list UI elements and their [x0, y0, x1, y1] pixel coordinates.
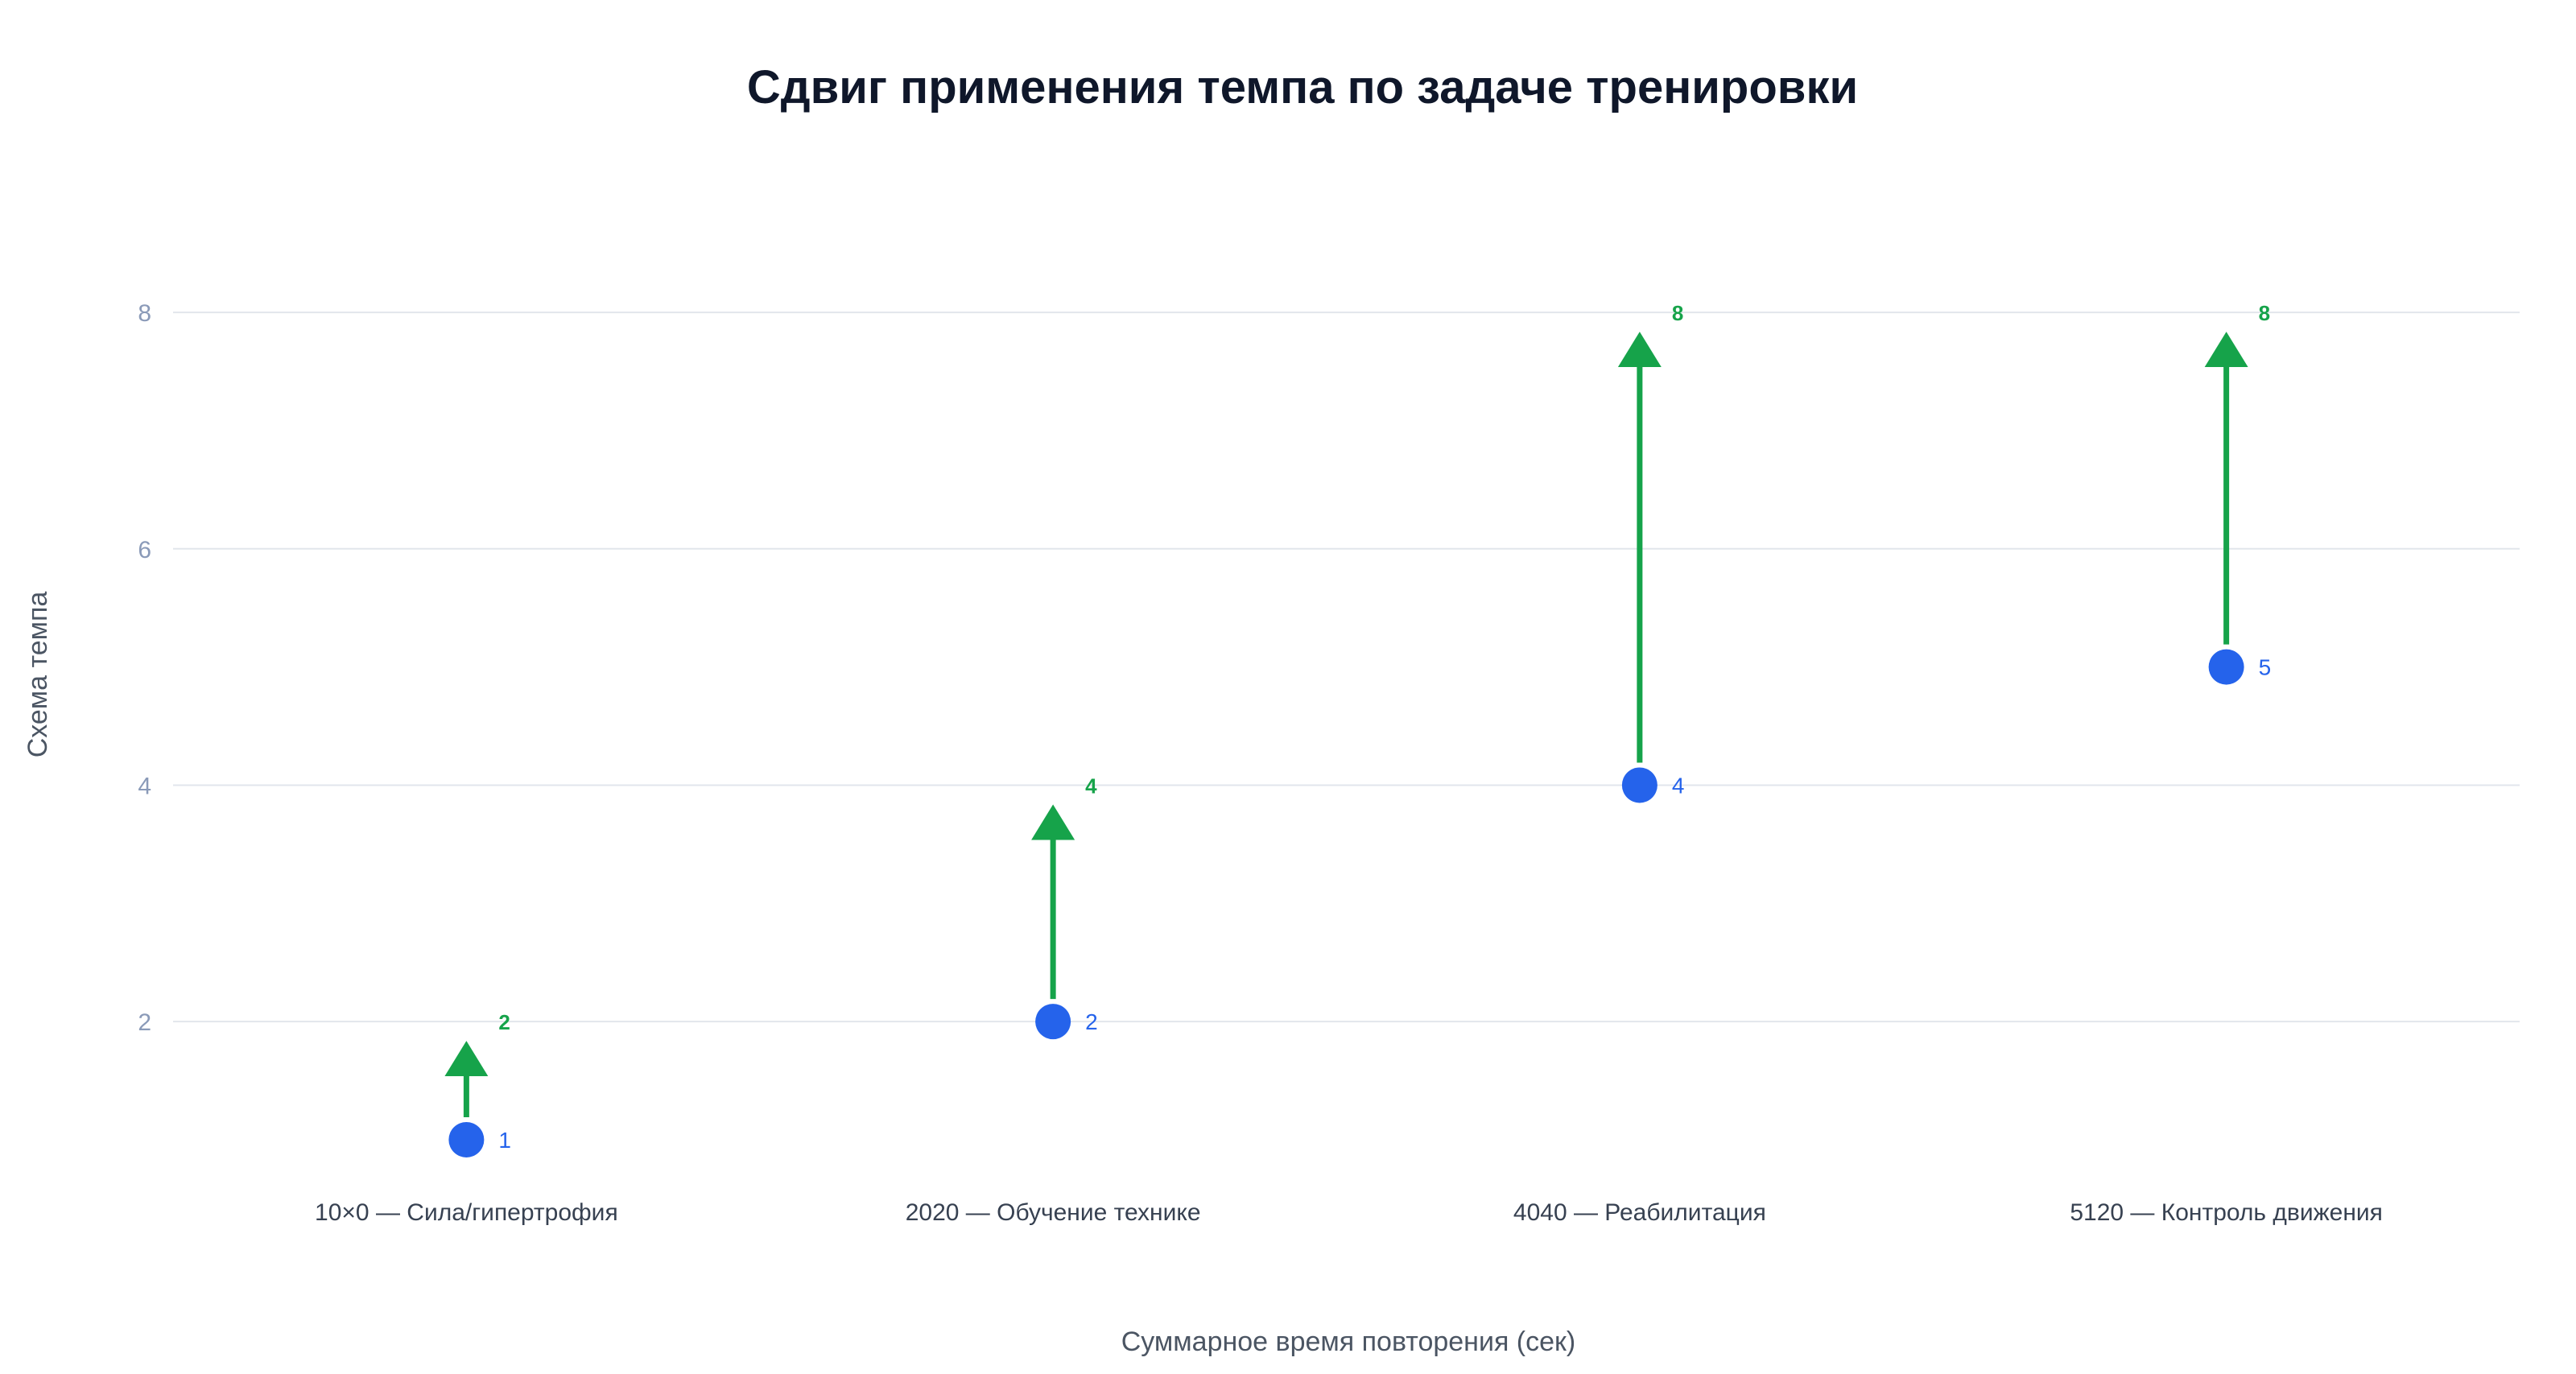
x-tick-label: 10×0 — Сила/гипертрофия [315, 1199, 618, 1226]
start-value-label: 5 [2259, 655, 2272, 680]
x-tick-label: 4040 — Реабилитация [1513, 1199, 1766, 1226]
y-tick-label: 8 [138, 300, 151, 327]
start-value-label: 4 [1672, 773, 1685, 798]
start-value-label: 1 [498, 1128, 511, 1153]
start-point [448, 1121, 485, 1157]
x-tick-label: 2020 — Обучение технике [906, 1199, 1201, 1226]
grid-layer [173, 312, 2520, 1023]
x-tick-label: 5120 — Контроль движения [2070, 1199, 2383, 1226]
y-tick-labels: 2 4 6 8 [138, 300, 151, 1036]
x-tick-labels: 10×0 — Сила/гипертрофия 2020 — Обучение т… [315, 1199, 2383, 1226]
x-axis-title: Суммарное время повторения (сек) [1121, 1327, 1576, 1357]
start-point [2208, 649, 2244, 685]
start-point [1035, 1004, 1071, 1040]
end-value-label: 4 [1085, 774, 1097, 798]
y-tick-label: 2 [138, 1009, 151, 1036]
start-point [1621, 767, 1657, 803]
end-value-label: 8 [2259, 301, 2270, 325]
chart-title: Сдвиг применения темпа по задаче трениро… [747, 61, 1858, 113]
y-tick-label: 6 [138, 537, 151, 563]
start-value-label: 2 [1085, 1009, 1098, 1034]
y-axis-title: Схема темпа [23, 592, 53, 758]
end-value-label: 2 [498, 1010, 510, 1034]
data-marks: 1 2 2 4 4 8 5 8 [444, 301, 2272, 1157]
end-value-label: 8 [1672, 301, 1683, 325]
y-tick-label: 4 [138, 773, 151, 799]
